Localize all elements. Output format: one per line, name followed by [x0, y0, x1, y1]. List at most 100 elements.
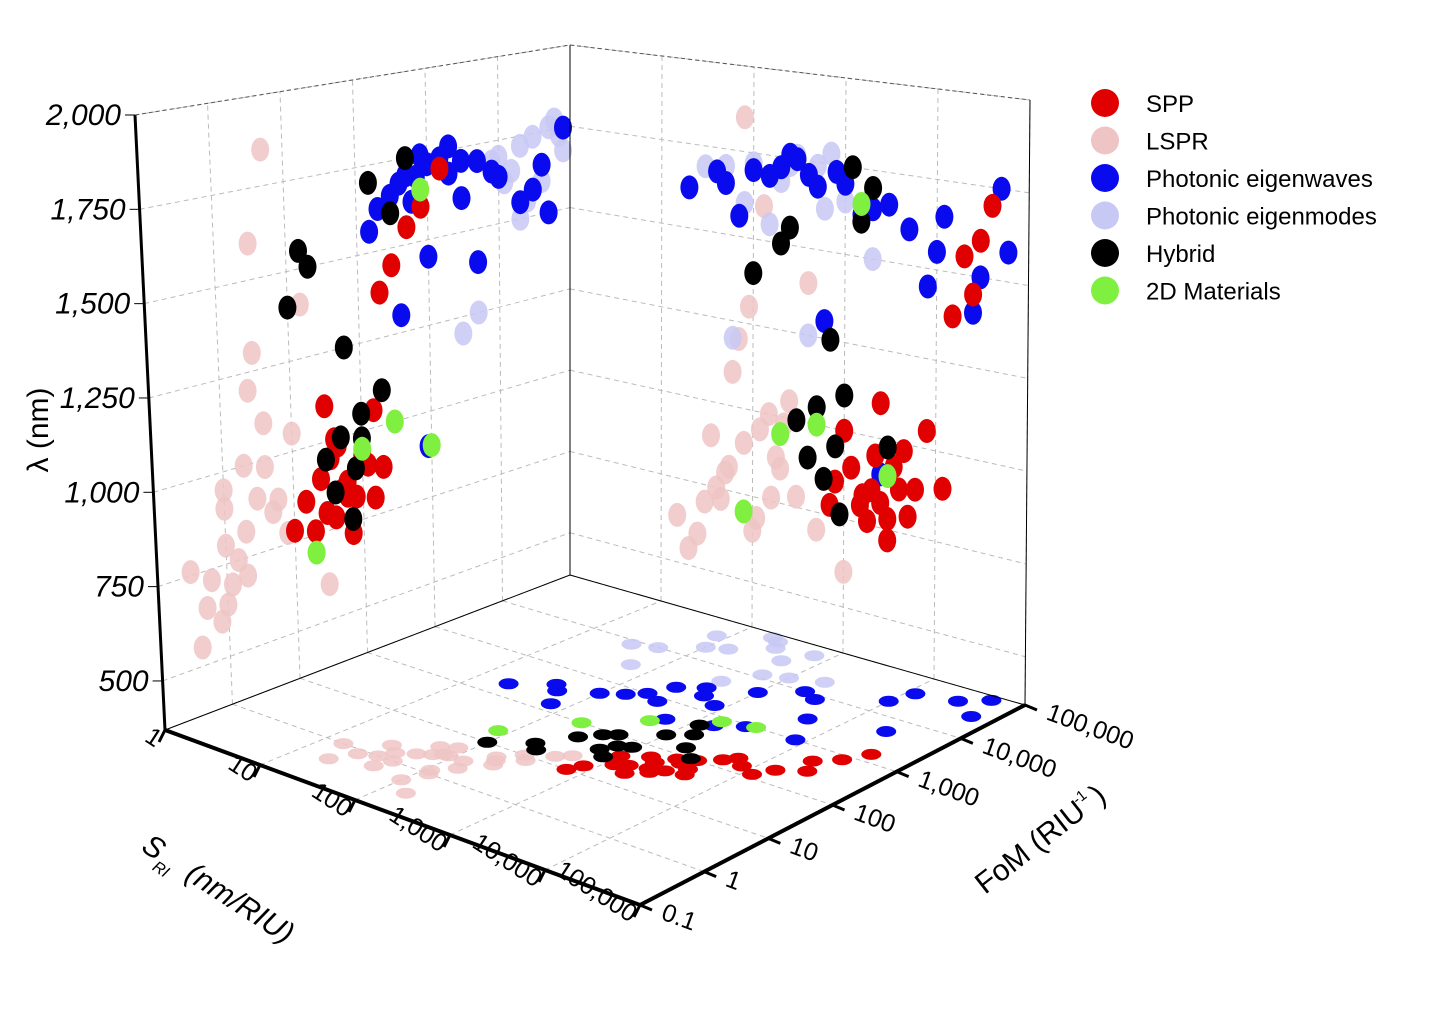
y-axis-tick-label: 1,000: [915, 765, 983, 813]
data-point-photonic-eigenwaves-right-wall: [680, 175, 699, 200]
data-point-hybrid-floor: [593, 729, 614, 741]
data-point-photonic-eigenmodes-left-wall: [469, 300, 488, 325]
data-point-2d-materials-left-wall: [411, 177, 430, 202]
data-point-lspr-floor: [483, 759, 504, 771]
data-point-spp-left-wall: [382, 253, 401, 278]
data-point-photonic-eigenwaves-floor: [785, 734, 806, 746]
data-point-photonic-eigenwaves-left-wall: [539, 200, 558, 225]
data-point-photonic-eigenmodes-floor: [648, 642, 669, 654]
data-point-hybrid-right-wall: [821, 327, 840, 352]
data-point-lspr-right-wall: [734, 430, 753, 455]
data-point-photonic-eigenwaves-left-wall: [410, 143, 429, 168]
z-axis-tick-label: 1,750: [51, 193, 126, 226]
data-point-photonic-eigenwaves-right-wall: [760, 163, 779, 188]
y-axis-tick: [703, 870, 717, 879]
data-point-photonic-eigenwaves-floor: [905, 688, 926, 700]
y-axis-tick-label: 1: [722, 865, 745, 896]
left-wall-gridline: [424, 68, 436, 627]
data-point-2d-materials-floor: [746, 722, 767, 733]
x-axis-tick: [252, 764, 262, 778]
data-point-hybrid-right-wall: [807, 395, 826, 420]
data-point-photonic-eigenwaves-floor: [655, 713, 676, 725]
z-axis-tick-label: 500: [99, 665, 149, 698]
y-axis-tick-label: 100: [850, 798, 899, 839]
left-wall-gridline: [352, 79, 368, 653]
right-wall-gridline: [569, 207, 1029, 287]
data-point-lspr-left-wall: [255, 455, 274, 479]
data-point-photonic-eigenwaves-right-wall: [992, 176, 1011, 201]
floor-gridline: [502, 600, 961, 739]
right-wall-gridline: [569, 532, 1026, 658]
data-point-hybrid-floor: [622, 741, 643, 753]
data-point-lspr-floor: [422, 749, 443, 761]
data-point-spp-left-wall: [315, 394, 334, 419]
data-point-photonic-eigenwaves-left-wall: [452, 186, 471, 211]
data-points: [181, 105, 1018, 799]
data-point-lspr-left-wall: [216, 533, 235, 558]
data-point-lspr-floor: [368, 750, 389, 762]
data-point-hybrid-floor: [680, 753, 701, 765]
data-point-spp-right-wall: [933, 476, 952, 501]
data-point-photonic-eigenwaves-floor: [795, 686, 816, 698]
data-point-photonic-eigenmodes-left-wall: [511, 206, 530, 231]
data-point-lspr-left-wall: [234, 453, 253, 478]
data-point-lspr-left-wall: [181, 560, 200, 585]
data-point-lspr-floor: [438, 750, 459, 762]
right-wall-gridline: [751, 66, 755, 628]
x-axis-tick-label: 10,000: [468, 828, 547, 893]
data-point-photonic-eigenmodes-floor: [804, 650, 825, 662]
data-point-spp-floor: [731, 760, 752, 772]
data-point-photonic-eigenwaves-left-wall: [389, 171, 408, 196]
data-point-spp-floor: [654, 765, 675, 777]
legend-marker: [1091, 239, 1119, 267]
data-point-photonic-eigenwaves-left-wall: [360, 219, 379, 244]
data-point-2d-materials-left-wall: [307, 540, 326, 565]
data-point-lspr-floor: [385, 747, 406, 759]
data-point-spp-floor: [639, 766, 660, 778]
data-point-lspr-right-wall: [807, 517, 826, 542]
data-point-hybrid-right-wall: [814, 466, 833, 491]
data-point-photonic-eigenwaves-floor: [540, 698, 561, 710]
legend-label: LSPR: [1146, 129, 1209, 156]
data-point-photonic-eigenwaves-left-wall: [532, 152, 551, 177]
data-point-spp-left-wall: [286, 518, 304, 543]
data-point-photonic-eigenmodes-floor: [695, 641, 716, 653]
data-point-photonic-eigenmodes-right-wall: [723, 325, 742, 350]
y-axis-tick: [960, 736, 974, 745]
data-point-photonic-eigenmodes-floor: [621, 638, 642, 650]
data-point-spp-left-wall: [430, 156, 449, 181]
data-point-spp-right-wall: [906, 477, 924, 502]
legend-label: 2D Materials: [1146, 279, 1281, 306]
legend-marker: [1091, 276, 1119, 305]
data-point-photonic-eigenmodes-floor: [706, 630, 727, 642]
data-point-photonic-eigenwaves-floor: [637, 687, 658, 699]
data-point-lspr-floor: [453, 755, 474, 767]
data-point-spp-floor: [802, 755, 823, 767]
data-point-lspr-left-wall: [198, 596, 217, 620]
data-point-hybrid-floor: [589, 743, 610, 755]
data-point-photonic-eigenwaves-floor: [615, 688, 636, 700]
x-axis-tick-label: 100,000: [551, 855, 642, 928]
data-point-photonic-eigenmodes-right-wall: [799, 323, 818, 348]
data-point-spp-left-wall: [397, 215, 416, 240]
data-point-photonic-eigenwaves-floor: [666, 681, 687, 693]
data-point-hybrid-right-wall: [798, 445, 817, 470]
data-point-lspr-floor: [382, 755, 403, 767]
data-point-2d-materials-right-wall: [852, 192, 871, 216]
right-edge: [1024, 99, 1031, 706]
data-point-lspr-left-wall: [229, 548, 248, 573]
floor-gridline: [232, 703, 705, 873]
left-wall-gridline: [497, 56, 503, 601]
data-point-lspr-right-wall: [679, 536, 698, 561]
data-point-spp-left-wall: [366, 485, 385, 510]
data-point-hybrid-floor: [656, 729, 677, 741]
legend-label: Hybrid: [1146, 241, 1215, 268]
data-point-spp-floor: [832, 754, 853, 766]
data-point-lspr-left-wall: [215, 496, 234, 521]
data-point-hybrid-right-wall: [826, 434, 845, 459]
data-point-hybrid-left-wall: [381, 201, 400, 226]
legend-label: Photonic eigenwaves: [1146, 166, 1373, 193]
data-point-hybrid-left-wall: [316, 447, 335, 472]
data-point-photonic-eigenwaves-floor: [704, 700, 725, 711]
data-point-photonic-eigenwaves-right-wall: [918, 274, 937, 299]
